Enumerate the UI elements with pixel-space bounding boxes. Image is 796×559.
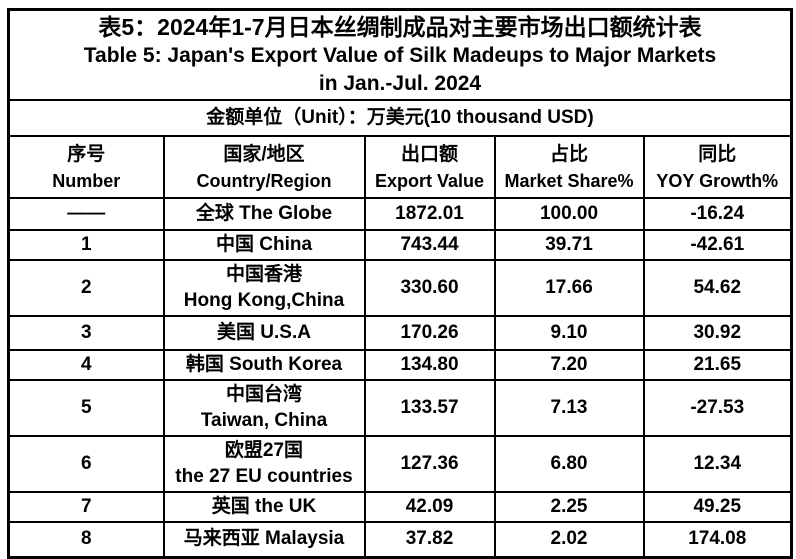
table-title: 表5：2024年1-7月日本丝绸制成品对主要市场出口额统计表 Table 5: … (7, 8, 793, 101)
cell-export-value: 134.80 (363, 349, 496, 381)
cell-yoy-growth: 30.92 (642, 315, 793, 351)
cell-market-share: 100.00 (493, 197, 645, 231)
cell-country: 欧盟27国 the 27 EU countries (162, 435, 366, 493)
cell-market-share: 2.25 (493, 491, 645, 523)
header-export-value-zh: 出口额 (400, 143, 458, 165)
cell-country: 英国 the UK (162, 491, 366, 523)
header-yoy-growth-zh: 同比 (698, 143, 737, 165)
cell-number: 4 (7, 349, 165, 381)
header-row: 序号 Number 国家/地区 Country/Region 出口额 Expor… (7, 135, 793, 199)
cell-market-share: 39.71 (493, 229, 645, 261)
header-country-en: Country/Region (196, 170, 332, 191)
header-number: 序号 Number (7, 135, 165, 199)
cell-export-value: 127.36 (363, 435, 496, 493)
cell-yoy-growth: 12.34 (642, 435, 793, 493)
cell-country: 中国 China (162, 229, 366, 261)
header-market-share: 占比 Market Share% (493, 135, 645, 199)
header-export-value-en: Export Value (374, 170, 485, 191)
title-line-zh: 表5：2024年1-7月日本丝绸制成品对主要市场出口额统计表 (98, 14, 702, 40)
table-row-china: 1 中国 China 743.44 39.71 -42.61 (7, 229, 793, 261)
table-row-usa: 3 美国 U.S.A 170.26 9.10 30.92 (7, 315, 793, 351)
cell-country: 中国台湾 Taiwan, China (162, 379, 366, 437)
table-row-malaysia: 8 马来西亚 Malaysia 37.82 2.02 174.08 (7, 521, 793, 558)
table-row-taiwan: 5 中国台湾 Taiwan, China 133.57 7.13 -27.53 (7, 379, 793, 437)
cell-market-share: 17.66 (493, 259, 645, 317)
header-market-share-zh: 占比 (549, 143, 588, 165)
cell-yoy-growth: 54.62 (642, 259, 793, 317)
unit-note: 金额单位（Unit）：万美元(10 thousand USD) (7, 99, 793, 137)
cell-market-share: 7.13 (493, 379, 645, 437)
cell-export-value: 42.09 (363, 491, 496, 523)
cell-number: 7 (7, 491, 165, 523)
cell-country: 美国 U.S.A (162, 315, 366, 351)
cell-country: 全球 The Globe (162, 197, 366, 231)
header-number-zh: 序号 (67, 143, 106, 165)
header-yoy-growth-en: YOY Growth% (656, 170, 779, 191)
cell-yoy-growth: 21.65 (642, 349, 793, 381)
header-yoy-growth: 同比 YOY Growth% (642, 135, 793, 199)
table-row-hong-kong: 2 中国香港 Hong Kong,China 330.60 17.66 54.6… (7, 259, 793, 317)
cell-export-value: 330.60 (363, 259, 496, 317)
cell-market-share: 9.10 (493, 315, 645, 351)
header-market-share-en: Market Share% (504, 170, 634, 191)
cell-export-value: 170.26 (363, 315, 496, 351)
title-line-en: Table 5: Japan's Export Value of Silk Ma… (83, 44, 717, 67)
cell-number: 8 (7, 521, 165, 558)
header-country: 国家/地区 Country/Region (162, 135, 366, 199)
table-row-globe: —— 全球 The Globe 1872.01 100.00 -16.24 (7, 197, 793, 231)
header-country-zh: 国家/地区 (223, 143, 305, 165)
cell-yoy-growth: -16.24 (642, 197, 793, 231)
cell-number: 6 (7, 435, 165, 493)
cell-country: 中国香港 Hong Kong,China (162, 259, 366, 317)
cell-market-share: 7.20 (493, 349, 645, 381)
export-statistics-table: 表5：2024年1-7月日本丝绸制成品对主要市场出口额统计表 Table 5: … (7, 8, 793, 559)
cell-export-value: 133.57 (363, 379, 496, 437)
cell-market-share: 2.02 (493, 521, 645, 558)
cell-number: 1 (7, 229, 165, 261)
title-row: 表5：2024年1-7月日本丝绸制成品对主要市场出口额统计表 Table 5: … (7, 8, 793, 101)
cell-yoy-growth: -27.53 (642, 379, 793, 437)
cell-export-value: 37.82 (363, 521, 496, 558)
table-row-eu: 6 欧盟27国 the 27 EU countries 127.36 6.80 … (7, 435, 793, 493)
table-row-south-korea: 4 韩国 South Korea 134.80 7.20 21.65 (7, 349, 793, 381)
cell-number: 5 (7, 379, 165, 437)
cell-yoy-growth: 49.25 (642, 491, 793, 523)
cell-export-value: 1872.01 (363, 197, 496, 231)
cell-country: 马来西亚 Malaysia (162, 521, 366, 558)
table-row-uk: 7 英国 the UK 42.09 2.25 49.25 (7, 491, 793, 523)
cell-number: —— (7, 197, 165, 231)
cell-yoy-growth: -42.61 (642, 229, 793, 261)
header-number-en: Number (52, 170, 121, 191)
cell-number: 3 (7, 315, 165, 351)
cell-export-value: 743.44 (363, 229, 496, 261)
title-line-date: in Jan.-Jul. 2024 (318, 72, 482, 95)
unit-row: 金额单位（Unit）：万美元(10 thousand USD) (7, 99, 793, 137)
cell-country: 韩国 South Korea (162, 349, 366, 381)
cell-market-share: 6.80 (493, 435, 645, 493)
cell-yoy-growth: 174.08 (642, 521, 793, 558)
cell-number: 2 (7, 259, 165, 317)
header-export-value: 出口额 Export Value (363, 135, 496, 199)
